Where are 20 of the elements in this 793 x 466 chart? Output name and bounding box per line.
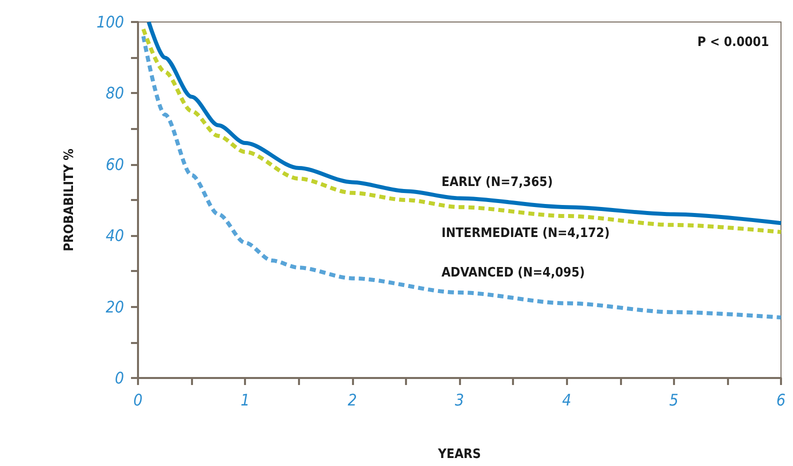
x-tick-label: 6: [776, 390, 786, 410]
x-tick-label: 4: [562, 390, 572, 410]
line-series: [141, 34, 783, 320]
y-tick-label: 40: [106, 226, 124, 246]
y-axis-title: PROBABILITY %: [62, 148, 77, 252]
series-label: INTERMEDIATE (N=4,172): [442, 226, 610, 242]
series-label: ADVANCED (N=4,095): [442, 266, 585, 281]
x-tick-label: 0: [133, 390, 143, 410]
x-tick-label: 2: [348, 390, 357, 410]
x-tick-label: 5: [669, 390, 678, 410]
x-tick-label: 1: [240, 390, 250, 410]
y-tick-label: 0: [114, 368, 124, 388]
y-tick-label: 100: [96, 12, 124, 32]
annotation: P < 0.0001: [697, 35, 769, 50]
y-tick-label: 80: [106, 84, 124, 103]
series-label: EARLY (N=7,365): [442, 175, 553, 190]
x-axis-title: YEARS: [437, 447, 481, 462]
x-tick-label: 3: [454, 390, 464, 410]
y-tick-label: 20: [106, 297, 124, 316]
y-tick-label: 60: [106, 154, 124, 174]
